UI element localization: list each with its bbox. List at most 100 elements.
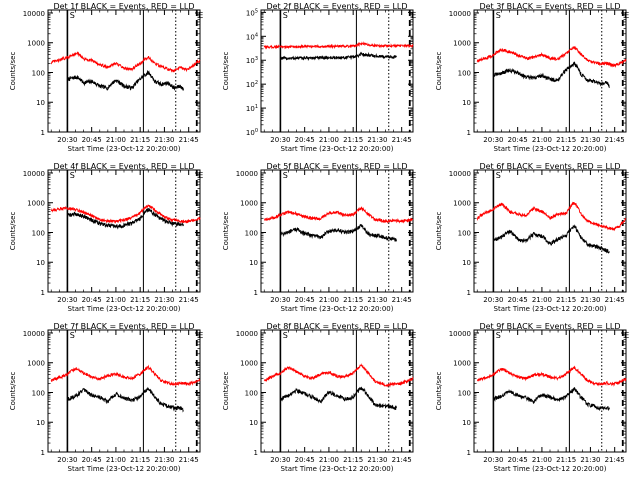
- x-tick-label: 21:30: [367, 296, 387, 304]
- y-tick-label: 1000: [240, 360, 258, 368]
- y-tick-label: 100: [245, 389, 258, 397]
- y-tick-label: 10000: [23, 170, 45, 178]
- x-tick-label: 21:00: [532, 456, 552, 464]
- flare-end-mark: E: [198, 331, 203, 340]
- events-series-line: [492, 224, 610, 254]
- flare-end-mark: E: [411, 11, 416, 20]
- panel-title: Det 6f BLACK = Events, RED = LLD: [479, 162, 620, 171]
- panel-title: Det 4f BLACK = Events, RED = LLD: [53, 162, 194, 171]
- x-tick-label: 20:30: [57, 456, 77, 464]
- y-tick-label: 104: [246, 32, 258, 41]
- y-tick-label: 100: [32, 229, 45, 237]
- y-axis-label: Counts/sec: [222, 52, 230, 91]
- x-tick-label: 21:15: [556, 296, 576, 304]
- x-axis-label: Start Time (23-Oct-12 20:20:00): [281, 465, 394, 473]
- lld-series-line: [50, 51, 201, 73]
- x-axis-label: Start Time (23-Oct-12 20:20:00): [281, 145, 394, 153]
- x-tick-label: 20:45: [508, 456, 528, 464]
- x-axis-label: Start Time (23-Oct-12 20:20:00): [68, 465, 181, 473]
- x-tick-label: 20:30: [270, 136, 290, 144]
- x-tick-label: 21:45: [179, 296, 199, 304]
- x-tick-label: 21:45: [392, 296, 412, 304]
- x-tick-label: 21:00: [106, 456, 126, 464]
- x-tick-label: 21:00: [532, 136, 552, 144]
- flare-end-mark: E: [411, 331, 416, 340]
- lld-series-line: [50, 364, 201, 387]
- x-axis-label: Start Time (23-Oct-12 20:20:00): [281, 305, 394, 313]
- y-tick-label: 10000: [23, 10, 45, 18]
- y-axis-label: Counts/sec: [435, 212, 443, 251]
- x-tick-label: 20:45: [82, 456, 102, 464]
- x-tick-label: 20:45: [508, 136, 528, 144]
- y-tick-label: 1: [467, 449, 471, 457]
- events-series-line: [279, 223, 397, 242]
- events-series-line: [67, 207, 184, 230]
- flare-start-mark: S: [70, 11, 75, 20]
- plot-frame: [473, 9, 627, 133]
- y-tick-label: 1: [254, 289, 258, 297]
- x-tick-label: 20:45: [82, 296, 102, 304]
- x-tick-label: 21:45: [179, 456, 199, 464]
- panel-det-9: Det 9f BLACK = Events, RED = LLD 1 10 100 10…: [435, 322, 629, 473]
- plot-frame: [473, 169, 627, 293]
- y-tick-label: 1000: [27, 40, 45, 48]
- panel-det-8: Det 8f BLACK = Events, RED = LLD 1 10 100 10…: [222, 322, 416, 473]
- y-tick-label: 10000: [449, 170, 471, 178]
- x-tick-label: 21:15: [130, 136, 150, 144]
- x-tick-label: 20:45: [82, 136, 102, 144]
- x-axis-label: Start Time (23-Oct-12 20:20:00): [494, 305, 607, 313]
- panel-det-6: Det 6f BLACK = Events, RED = LLD 1 10 100 10…: [435, 162, 629, 313]
- lld-series-line: [263, 363, 414, 388]
- x-tick-label: 21:00: [106, 136, 126, 144]
- x-tick-label: 21:15: [343, 456, 363, 464]
- x-tick-label: 21:15: [343, 296, 363, 304]
- x-tick-label: 20:45: [295, 136, 315, 144]
- panel-det-1: Det 1f BLACK = Events, RED = LLD 1 10 100 10…: [9, 2, 203, 153]
- flare-start-mark: S: [496, 11, 501, 20]
- panel-det-7: Det 7f BLACK = Events, RED = LLD 1 10 100 10…: [9, 322, 203, 473]
- x-tick-label: 21:30: [580, 296, 600, 304]
- x-tick-label: 21:30: [154, 136, 174, 144]
- y-tick-label: 103: [246, 56, 258, 65]
- x-tick-label: 21:30: [367, 136, 387, 144]
- y-axis-label: Counts/sec: [9, 52, 17, 91]
- y-tick-label: 100: [246, 128, 258, 137]
- x-tick-label: 20:30: [57, 136, 77, 144]
- x-tick-label: 21:15: [130, 296, 150, 304]
- y-tick-label: 1000: [453, 40, 471, 48]
- x-tick-label: 21:45: [179, 136, 199, 144]
- x-tick-label: 21:30: [154, 296, 174, 304]
- panel-title: Det 2f BLACK = Events, RED = LLD: [266, 2, 407, 11]
- y-tick-label: 10000: [23, 330, 45, 338]
- plot-frame: [473, 329, 627, 453]
- events-series-line: [280, 386, 397, 411]
- x-tick-label: 21:00: [532, 296, 552, 304]
- y-tick-label: 100: [32, 389, 45, 397]
- plot-frame: [260, 9, 414, 133]
- y-tick-label: 10: [462, 259, 471, 267]
- x-tick-label: 20:45: [508, 296, 528, 304]
- events-series-line: [492, 386, 610, 412]
- y-tick-label: 1000: [27, 360, 45, 368]
- flare-end-mark: E: [624, 11, 629, 20]
- y-tick-label: 10000: [449, 330, 471, 338]
- panel-title: Det 5f BLACK = Events, RED = LLD: [266, 162, 407, 171]
- x-tick-label: 21:00: [106, 296, 126, 304]
- flare-start-mark: S: [283, 171, 288, 180]
- flare-end-mark: E: [198, 11, 203, 20]
- panel-det-3: Det 3f BLACK = Events, RED = LLD 1 10 100 10…: [435, 2, 629, 153]
- x-tick-label: 21:15: [556, 456, 576, 464]
- y-tick-label: 10000: [236, 170, 258, 178]
- panel-title: Det 3f BLACK = Events, RED = LLD: [479, 2, 620, 11]
- x-tick-label: 20:45: [295, 456, 315, 464]
- lld-series-line: [263, 206, 414, 224]
- plot-frame: [47, 169, 201, 293]
- y-axis-label: Counts/sec: [9, 212, 17, 251]
- x-tick-label: 21:30: [367, 456, 387, 464]
- lld-series-line: [50, 204, 201, 224]
- y-tick-label: 1: [467, 129, 471, 137]
- x-tick-label: 21:45: [392, 456, 412, 464]
- x-tick-label: 21:30: [580, 136, 600, 144]
- x-tick-label: 20:45: [295, 296, 315, 304]
- x-tick-label: 21:45: [605, 296, 625, 304]
